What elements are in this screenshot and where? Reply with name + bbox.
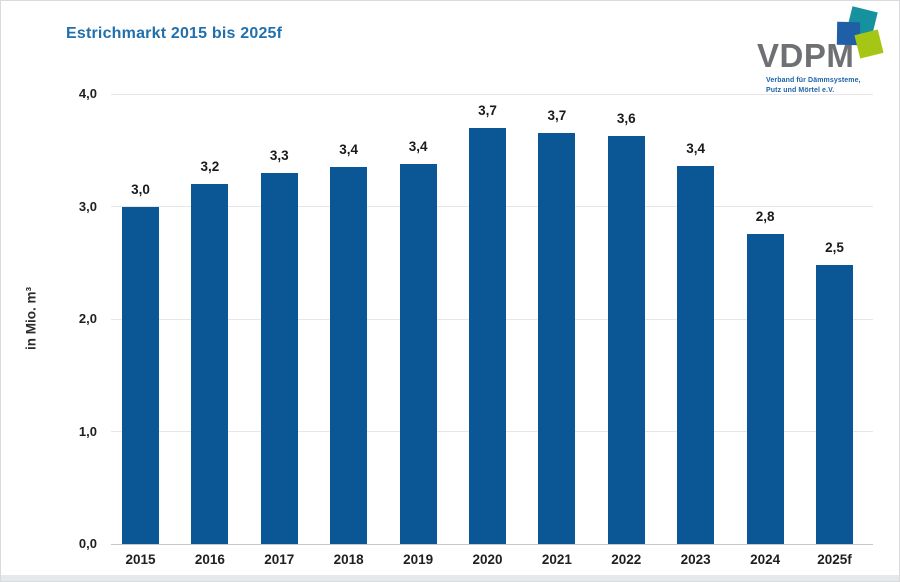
gridline [111, 93, 873, 95]
x-tick-label: 2018 [333, 552, 364, 567]
y-tick-label: 3,0 [78, 198, 97, 214]
bar-value-label: 3,4 [408, 138, 428, 154]
x-tick-label: 2017 [264, 552, 295, 567]
x-tick-label: 2021 [541, 552, 572, 567]
y-tick-label: 2,0 [78, 311, 97, 326]
logo-tagline-line1: Verband für Dämmsysteme, [766, 77, 861, 84]
y-tick-label: 4,0 [78, 86, 97, 101]
bar [677, 166, 715, 544]
bar-value-label: 3,2 [200, 159, 220, 174]
bar-value-label: 3,6 [616, 110, 636, 126]
bar [538, 133, 576, 544]
bar-value-label: 3,7 [547, 108, 567, 124]
y-tick-label: 1,0 [78, 423, 97, 439]
x-tick-label: 2016 [194, 552, 225, 567]
x-tick-label: 2015 [125, 552, 156, 567]
bar [607, 135, 645, 544]
x-tick-label: 2024 [750, 552, 781, 567]
bar [816, 265, 853, 544]
bar [469, 127, 506, 544]
x-axis-line [111, 543, 873, 545]
chart-title: Estrichmarkt 2015 bis 2025f [66, 25, 283, 42]
x-tick-label: 2019 [403, 552, 434, 567]
bar [330, 167, 368, 544]
bar [122, 206, 159, 544]
x-tick-label: 2020 [472, 552, 503, 567]
bar [746, 233, 784, 544]
x-tick-label: 2023 [680, 552, 711, 567]
bar [399, 163, 437, 544]
bar-value-label: 2,5 [825, 240, 844, 255]
bar [260, 172, 298, 544]
x-tick-label: 2025f [817, 552, 852, 567]
bar-value-label: 2,8 [755, 208, 775, 224]
vdpm-logo: VDPM Verband für Dämmsysteme, Putz und M… [731, 1, 899, 101]
y-tick-label: 0,0 [78, 536, 97, 551]
x-tick-label: 2022 [611, 552, 642, 567]
bottom-border-strip [1, 575, 899, 581]
bar-value-label: 3,7 [478, 102, 497, 118]
logo-tagline-line2: Putz und Mörtel e.V. [766, 87, 835, 94]
bar [191, 184, 229, 544]
bar-value-label: 3,4 [686, 141, 706, 156]
bar-value-label: 3,0 [131, 181, 150, 197]
bar-value-label: 3,3 [269, 147, 289, 163]
bar-value-label: 3,4 [339, 142, 359, 158]
